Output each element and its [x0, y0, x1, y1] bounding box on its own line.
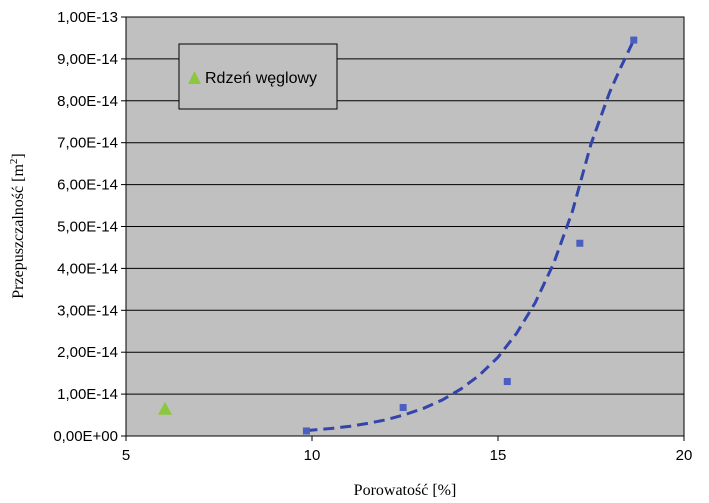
- y-axis-ticks: 0,00E+00 1,00E-14 2,00E-14 3,00E-14 4,00E-14…: [53, 9, 126, 445]
- x-tick-label: 15: [490, 447, 507, 464]
- legend-entry-label: Rdzeń węglowy: [205, 70, 317, 87]
- y-tick-label: 5,00E-14: [57, 219, 118, 236]
- legend: Rdzeń węglowy: [178, 43, 338, 110]
- data-point-square: [630, 36, 638, 44]
- y-tick-label: 2,00E-14: [57, 344, 118, 361]
- x-tick-label: 20: [676, 447, 693, 464]
- data-point-triangle: [158, 401, 173, 415]
- data-point-square: [576, 239, 584, 247]
- y-tick-label: 1,00E-14: [57, 386, 118, 403]
- trendline: [306, 39, 636, 433]
- data-point-square: [302, 427, 310, 435]
- y-tick-label: 4,00E-14: [57, 260, 118, 277]
- y-tick-label: 8,00E-14: [57, 93, 118, 110]
- y-tick-label: 9,00E-14: [57, 51, 118, 68]
- legend-triangle-icon: [188, 71, 201, 84]
- trendline-group: [306, 39, 636, 433]
- y-tick-label: 0,00E+00: [53, 428, 118, 445]
- y-tick-label: 6,00E-14: [57, 177, 118, 194]
- data-point-square: [399, 404, 407, 412]
- data-points: [158, 36, 638, 435]
- data-point-square: [503, 378, 511, 386]
- x-axis-title: Porowatość [%]: [354, 482, 457, 499]
- y-axis-title: Przepuszczalność [m2]: [8, 153, 27, 298]
- legend-box: [178, 43, 338, 110]
- y-tick-label: 7,00E-14: [57, 135, 118, 152]
- x-tick-label: 5: [122, 447, 130, 464]
- x-tick-label: 10: [304, 447, 321, 464]
- x-axis-ticks: 5 10 15 20: [122, 436, 693, 464]
- y-tick-label: 3,00E-14: [57, 302, 118, 319]
- y-tick-label: 1,00E-13: [57, 9, 118, 26]
